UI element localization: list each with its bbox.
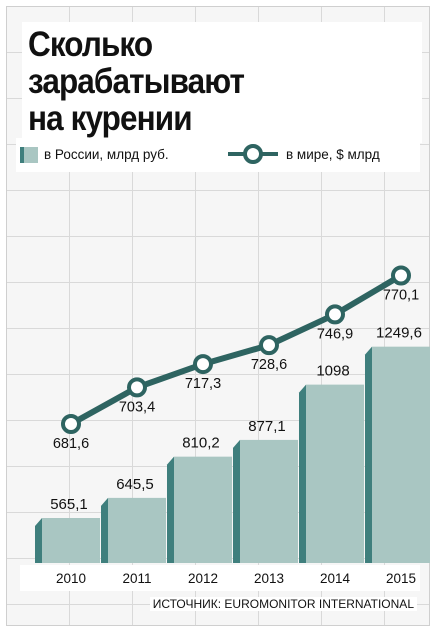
x-tick-label-2012: 2012 xyxy=(188,571,218,586)
legend-line-marker xyxy=(228,144,278,164)
x-axis-band xyxy=(20,565,420,591)
x-tick-label-2013: 2013 xyxy=(254,571,284,586)
bar-value-label-2011: 645,5 xyxy=(116,476,154,493)
line-point-2013 xyxy=(259,335,279,356)
line-point-2014 xyxy=(325,304,345,325)
line-value-label-2013: 728,6 xyxy=(251,357,287,373)
bar-side-2012 xyxy=(167,456,174,563)
line-point-2011 xyxy=(127,377,147,398)
bar-side-2013 xyxy=(233,439,240,563)
bar-value-label-2010: 565,1 xyxy=(50,496,88,513)
line-point-2015 xyxy=(391,265,411,286)
bar-2013 xyxy=(240,439,298,563)
bar-2014 xyxy=(306,384,364,563)
series-line-world xyxy=(69,272,403,427)
chart-title-line-1: Сколько xyxy=(28,25,153,64)
legend: в России, млрд руб. в мире, $ млрд xyxy=(16,138,420,172)
bar-value-label-2012: 810,2 xyxy=(182,435,220,452)
bar-side-2010 xyxy=(35,518,42,563)
source-note: ИСТОЧНИК: EUROMONITOR INTERNATIONAL xyxy=(149,597,417,611)
line-value-label-2015: 770,1 xyxy=(383,287,419,303)
bar-side-2015 xyxy=(365,346,372,563)
chart-title-line-2: зарабатывают xyxy=(28,62,245,101)
bar-value-label-2015: 1249,6 xyxy=(376,325,422,342)
line-point-2012 xyxy=(193,354,213,375)
bar-2011 xyxy=(108,497,166,563)
chart-title-line-3: на курении xyxy=(28,99,193,138)
legend-bar-swatch xyxy=(20,147,38,163)
line-value-label-2011: 703,4 xyxy=(119,399,155,415)
x-tick-label-2014: 2014 xyxy=(320,571,351,586)
legend-label-world: в мире, $ млрд xyxy=(286,147,380,162)
line-value-label-2012: 717,3 xyxy=(185,376,221,392)
x-tick-label-2011: 2011 xyxy=(122,571,151,586)
title-block: Сколько зарабатывают на курении xyxy=(22,22,422,143)
line-value-label-2010: 681,6 xyxy=(53,436,89,452)
legend-label-russia: в России, млрд руб. xyxy=(44,147,169,162)
bar-2015 xyxy=(372,346,430,563)
bar-2012 xyxy=(174,456,232,563)
bar-side-2014 xyxy=(299,384,306,563)
line-point-2010 xyxy=(61,414,81,434)
bar-value-label-2014: 1098 xyxy=(316,363,349,380)
bar-side-2011 xyxy=(101,497,108,563)
bar-value-label-2013: 877,1 xyxy=(248,418,286,435)
line-value-label-2014: 746,9 xyxy=(317,326,353,342)
x-tick-label-2015: 2015 xyxy=(386,571,416,586)
x-tick-label-2010: 2010 xyxy=(56,571,86,586)
bar-2010 xyxy=(42,518,100,563)
